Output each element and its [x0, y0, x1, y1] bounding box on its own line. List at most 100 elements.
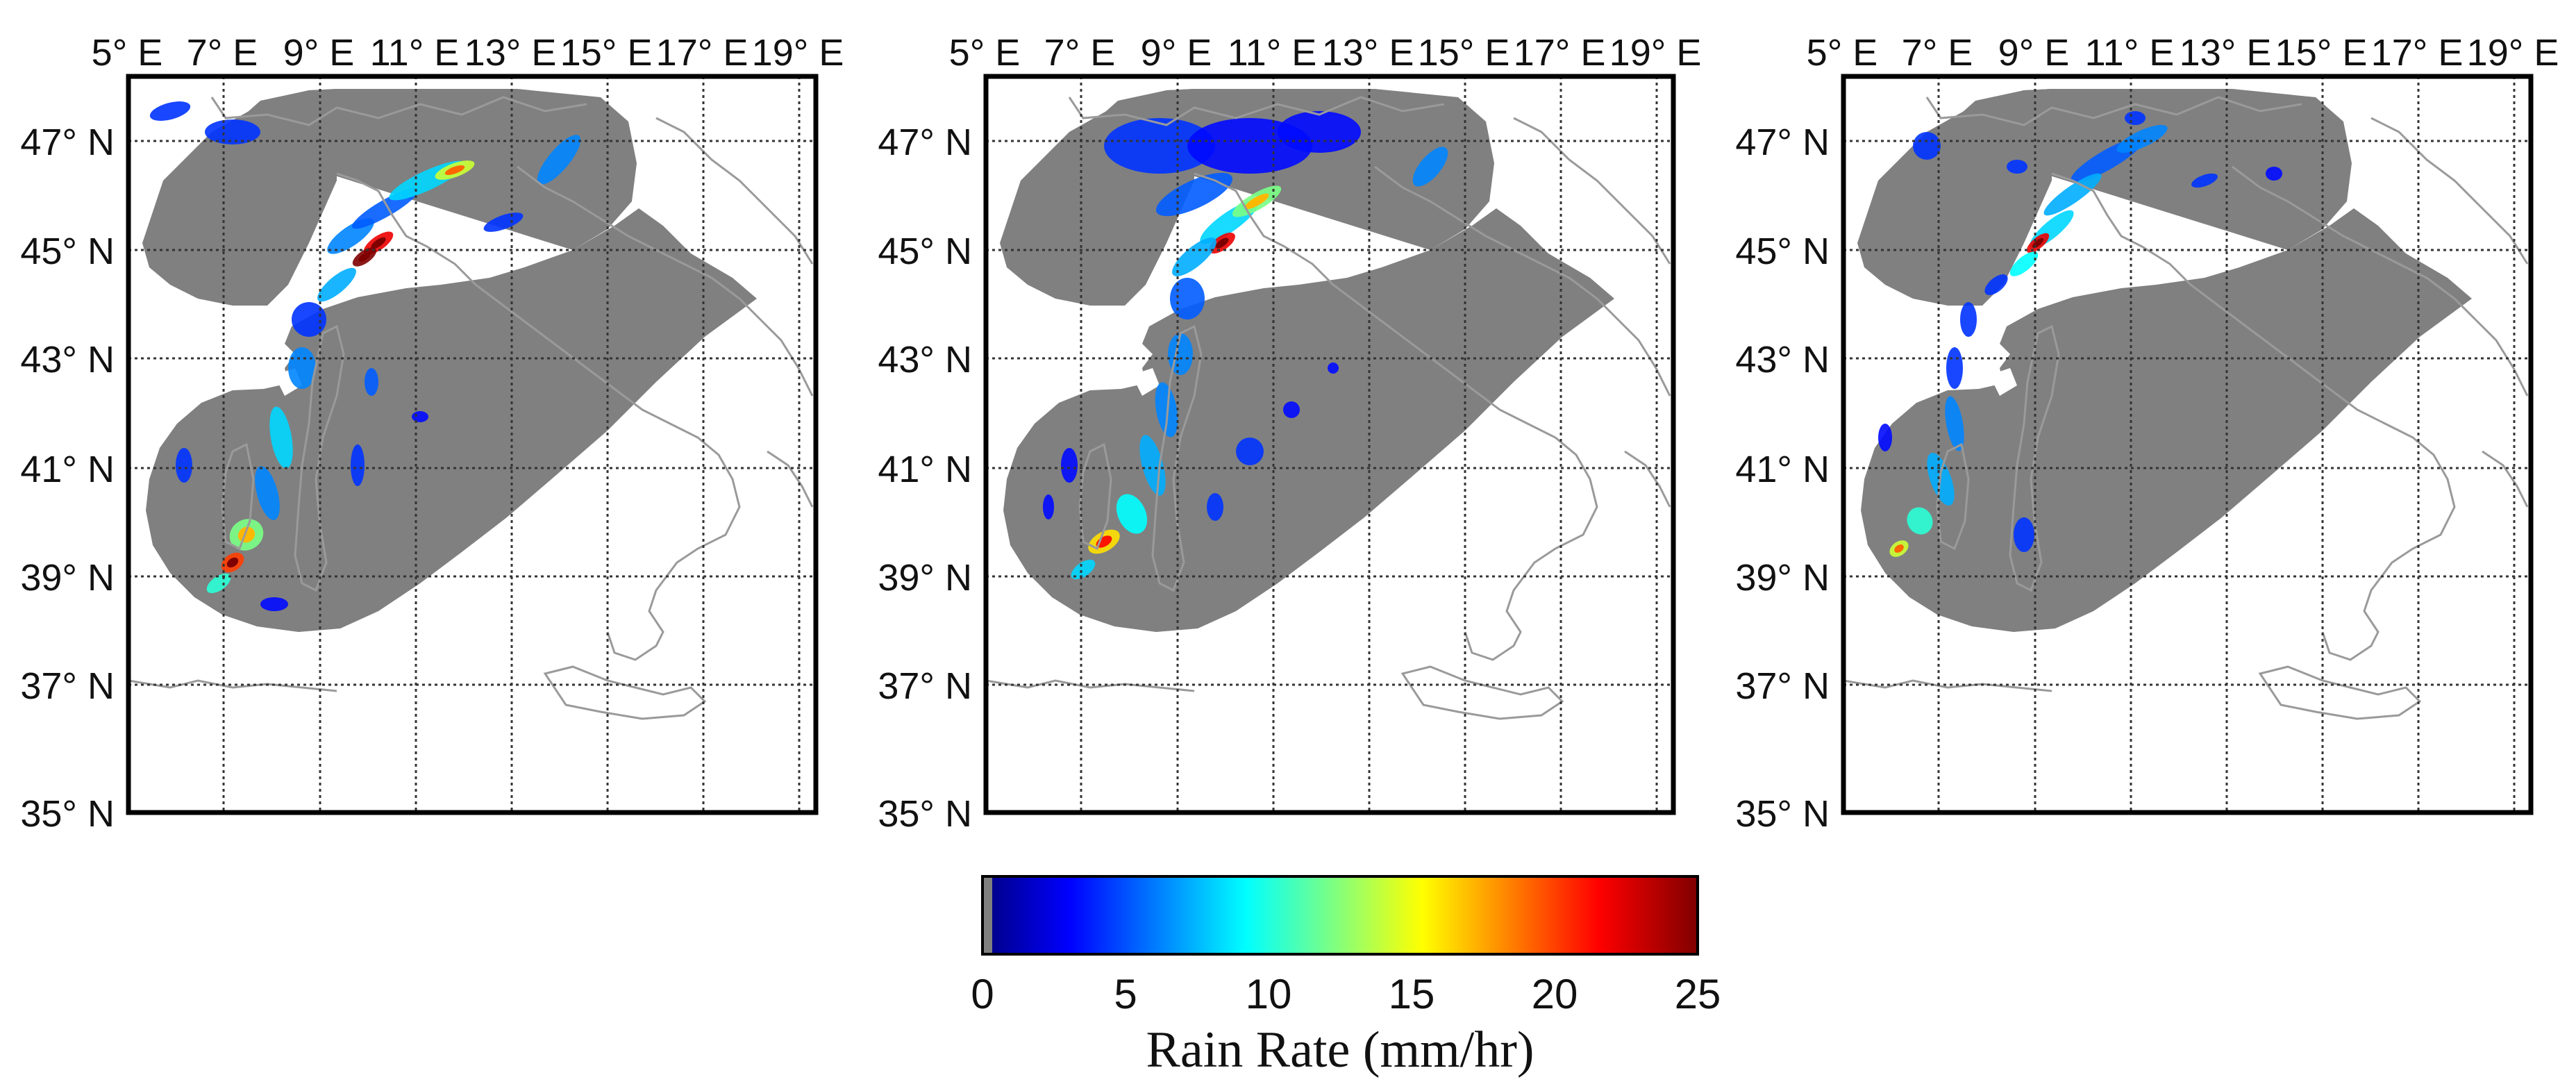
latitude-tick-label: 41° N: [20, 449, 115, 490]
rain-cell: [1960, 302, 1977, 337]
rain-cell: [1913, 132, 1941, 160]
colorbar-tick-label: 25: [1675, 971, 1721, 1017]
longitude-tick-label: 7° E: [187, 32, 258, 74]
latitude-tick-label: 39° N: [20, 557, 115, 599]
colorbar: 0 5 10 15 20 25 Rain Rate (mm/hr): [971, 875, 1721, 1078]
rain-cell: [269, 406, 293, 469]
coastline: [336, 172, 741, 661]
coastline: [210, 96, 587, 126]
rain-cell: [1071, 559, 1096, 580]
coastline: [2370, 117, 2529, 265]
map-frame: [1841, 74, 2534, 815]
rain-cell: [2191, 173, 2218, 188]
latitude-tick-label: 45° N: [878, 231, 972, 272]
rain-core: [358, 252, 371, 262]
rain-cell: [149, 101, 191, 121]
rain-cell: [255, 466, 280, 520]
coastline: [128, 679, 337, 692]
colorbar-ticks: 0 5 10 15 20 25: [971, 971, 1721, 1017]
rain-cell: [2009, 251, 2039, 276]
longitude-tick-label: 13° E: [1322, 32, 1414, 74]
rain-cell: [1061, 448, 1078, 483]
coastline: [1513, 117, 1671, 265]
latitude-tick-label: 37° N: [1735, 665, 1830, 707]
longitude-tick-label: 11° E: [370, 32, 460, 74]
longitude-tick-label: 17° E: [2371, 32, 2464, 74]
rain-cell: [1907, 507, 1933, 535]
rain-core: [371, 237, 386, 249]
rain-cell: [1172, 238, 1216, 276]
rain-cell: [1878, 424, 1892, 451]
coverage-gap: [1989, 368, 2017, 396]
longitude-tick-label: 11° E: [2085, 32, 2175, 74]
longitude-tick-label: 15° E: [2275, 32, 2368, 74]
colorbar-tick-label: 5: [1114, 971, 1137, 1017]
rain-cell: [317, 267, 356, 302]
latitude-tick-label: 47° N: [878, 122, 972, 163]
longitude-tick-label: 17° E: [656, 32, 748, 74]
rain-cell: [1116, 494, 1148, 534]
latitude-tick-label: 41° N: [878, 449, 972, 490]
map-panels: 5° E 7° E 9° E 11° E 13° E 15° E 17° E 19° E47°…: [20, 32, 2559, 835]
rain-cell: [260, 597, 288, 611]
rain-cell: [537, 135, 581, 185]
map-content: [986, 76, 1673, 813]
map-content: [128, 76, 816, 813]
coastline: [2258, 665, 2422, 720]
radar-coverage-area: [142, 89, 337, 306]
latitude-tick-label: 39° N: [1735, 557, 1830, 599]
coverage-gap: [1132, 368, 1160, 396]
coastline: [1068, 96, 1445, 126]
rain-cell: [1945, 396, 1964, 451]
coastline: [2482, 450, 2529, 508]
rain-cell: [1207, 493, 1223, 521]
longitude-tick-label: 15° E: [560, 32, 653, 74]
radar-coverage-area: [1857, 89, 2052, 306]
colorbar-tick-label: 10: [1246, 971, 1292, 1017]
colorbar-title: Rain Rate (mm/hr): [1146, 1022, 1534, 1078]
rain-cell: [483, 213, 524, 232]
rain-cell: [412, 411, 428, 422]
coastline: [1624, 450, 1671, 508]
rain-cell: [2266, 167, 2282, 181]
latitude-tick-label: 37° N: [878, 665, 972, 707]
rain-cell: [1984, 274, 2008, 295]
coastline: [2232, 165, 2529, 397]
latitude-tick-label: 41° N: [1735, 449, 1830, 490]
rain-cell: [1283, 401, 1300, 418]
rain-cell: [1328, 363, 1339, 374]
longitude-tick-label: 7° E: [1044, 32, 1116, 74]
rain-cell: [365, 368, 378, 396]
rain-cell: [2043, 173, 2102, 216]
longitude-tick-label: 9° E: [283, 32, 355, 74]
rain-cell: [351, 444, 365, 486]
map-frame: [126, 74, 819, 815]
colorbar-frame: [981, 875, 1699, 956]
coastline: [986, 679, 1195, 692]
rain-cell: [2014, 517, 2034, 552]
rain-core: [1244, 193, 1269, 210]
colorbar-tick-label: 15: [1389, 971, 1435, 1017]
coastline: [1843, 679, 2052, 692]
longitude-tick-label: 15° E: [1418, 32, 1510, 74]
map-content: [1843, 76, 2531, 813]
coastline: [543, 665, 707, 720]
rain-cell: [292, 302, 326, 337]
latitude-tick-label: 45° N: [1735, 231, 1830, 272]
rain-core: [1215, 238, 1229, 249]
rain-cell: [1278, 111, 1361, 153]
longitude-tick-label: 5° E: [1807, 32, 1878, 74]
longitude-tick-label: 11° E: [1228, 32, 1317, 74]
coastline: [1194, 172, 1598, 661]
rain-core: [226, 557, 239, 568]
latitude-tick-label: 35° N: [878, 793, 972, 835]
longitude-tick-label: 9° E: [1141, 32, 1212, 74]
latitude-tick-label: 47° N: [20, 122, 115, 163]
rain-cell: [2116, 124, 2168, 153]
coastline: [655, 117, 814, 265]
rain-cell: [1168, 333, 1193, 375]
rain-cell: [1170, 278, 1205, 319]
colorbar-tick-label: 20: [1532, 971, 1578, 1017]
longitude-tick-label: 9° E: [1998, 32, 2070, 74]
latitude-tick-label: 47° N: [1735, 122, 1830, 163]
